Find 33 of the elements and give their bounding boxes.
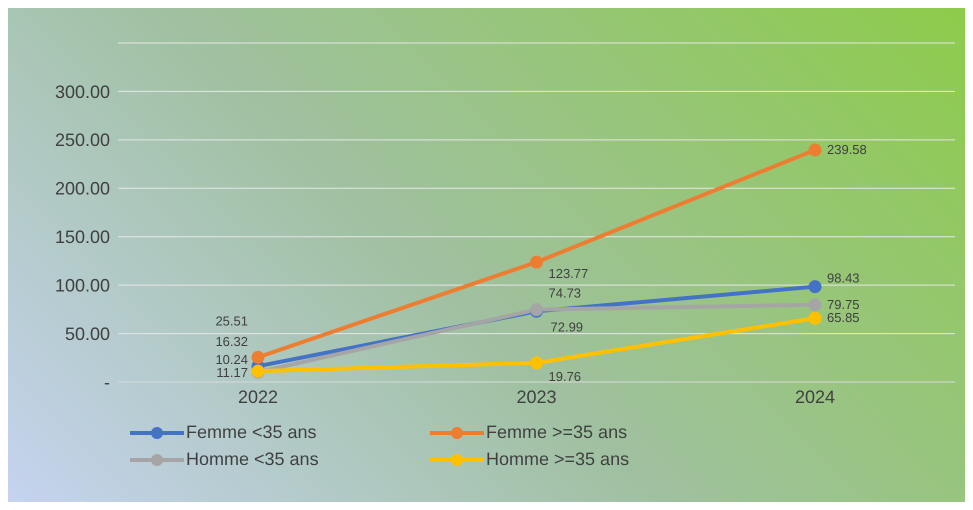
x-tick-label: 2022 [238, 386, 278, 407]
data-label: 123.77 [548, 266, 588, 282]
data-label: 74.73 [548, 286, 582, 301]
data-label: 25.51 [215, 313, 248, 328]
point [252, 350, 264, 364]
legend-label: Femme >=35 ans [486, 422, 628, 443]
point [808, 280, 822, 294]
y-tick-label: 300.00 [54, 82, 110, 102]
y-tick-label: 200.00 [54, 178, 110, 199]
legend-label: Homme <35 ans [186, 449, 319, 470]
data-label: 11.17 [216, 365, 248, 380]
x-tick-label: 2024 [794, 386, 836, 407]
data-label: 65.85 [827, 310, 860, 326]
data-label: 72.99 [550, 319, 584, 334]
data-label: 10.24 [215, 352, 248, 368]
y-tick-label: 50.00 [64, 324, 110, 344]
y-tick-label: - [104, 372, 110, 392]
point [530, 256, 543, 269]
point [808, 312, 822, 325]
legend-label: Homme >=35 ans [486, 449, 630, 470]
data-label: 79.75 [827, 296, 860, 312]
point [808, 143, 822, 156]
data-label: 19.76 [548, 368, 582, 384]
data-label: 16.32 [215, 334, 248, 350]
y-tick-label: 100.00 [54, 276, 110, 296]
point [808, 298, 822, 312]
y-tick-label: 150.00 [54, 227, 110, 248]
y-tick-label: 250.00 [54, 130, 110, 150]
legend-label: Femme <35 ans [186, 422, 317, 443]
point [530, 356, 543, 370]
data-label: 239.58 [827, 142, 867, 157]
data-label: 98.43 [827, 270, 860, 286]
x-tick-label: 2023 [516, 386, 557, 407]
